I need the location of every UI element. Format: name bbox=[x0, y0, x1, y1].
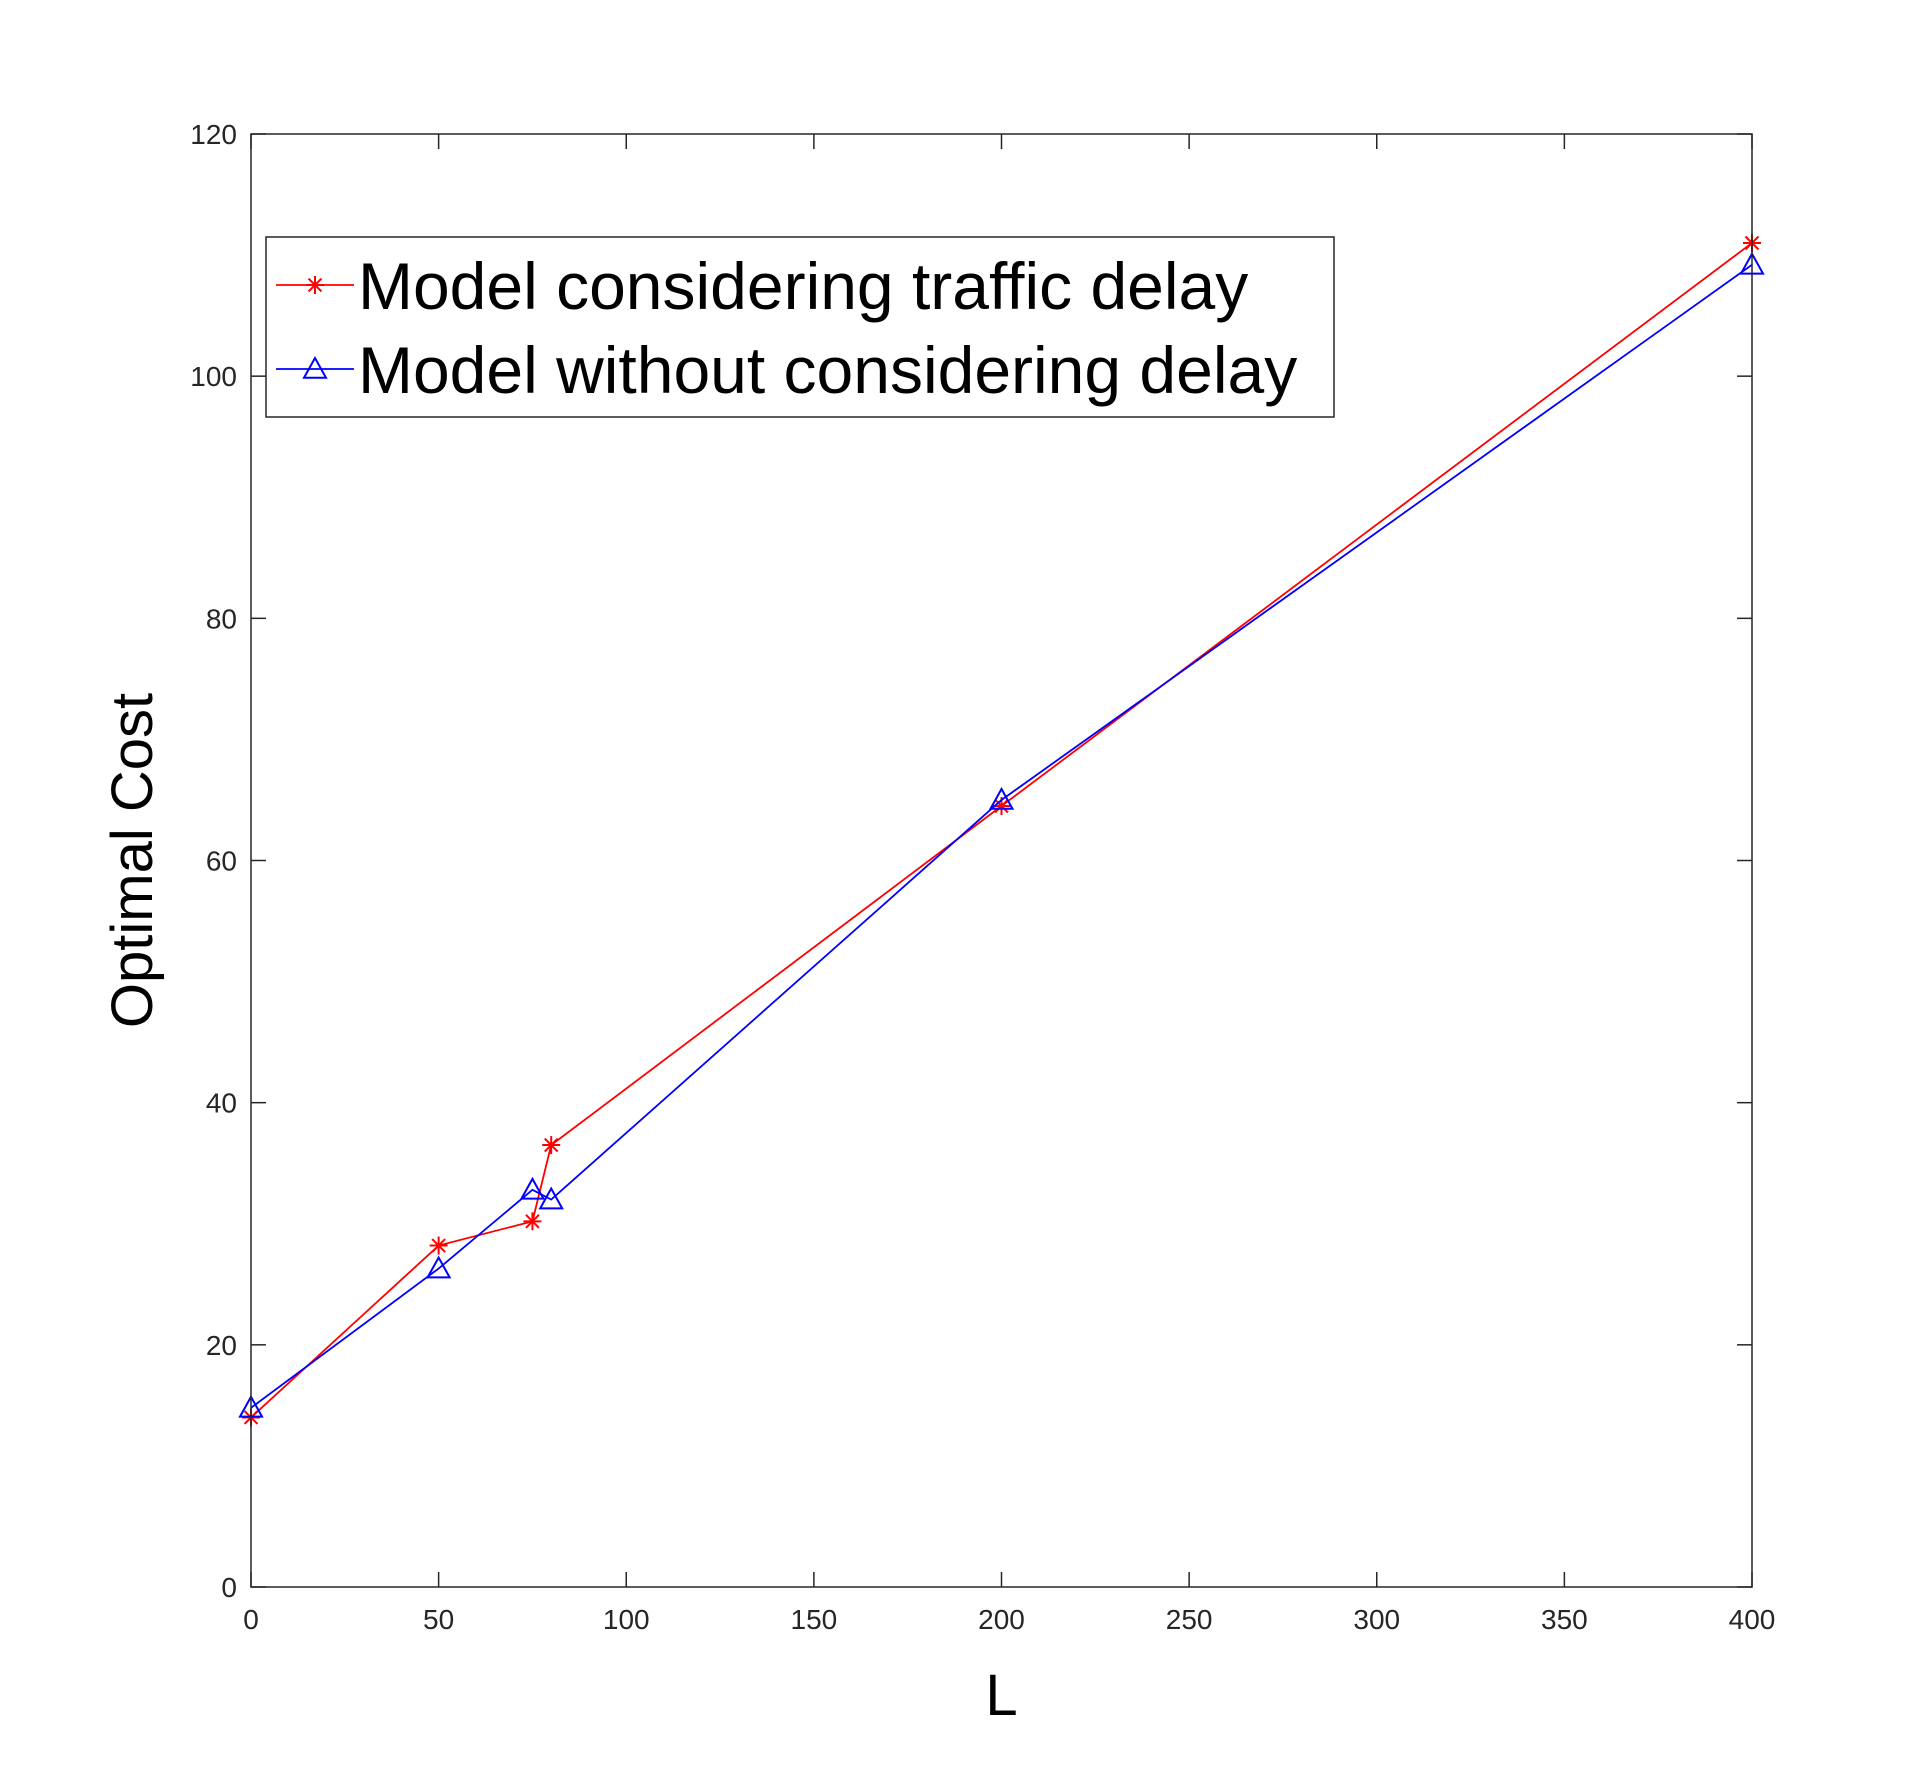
marker-stroke bbox=[525, 1214, 540, 1229]
data-point-asterisk bbox=[542, 1136, 561, 1155]
legend: Model considering traffic delay Model wi… bbox=[265, 236, 1335, 418]
marker-stroke bbox=[994, 798, 1009, 814]
data-point-triangle bbox=[538, 1186, 564, 1210]
x-tick-label: 400 bbox=[1729, 1604, 1776, 1635]
series-without-delay bbox=[238, 251, 1765, 1418]
y-tick-label: 20 bbox=[206, 1330, 237, 1361]
legend-box bbox=[265, 236, 1335, 418]
legend-entry-traffic-delay: Model considering traffic delay bbox=[276, 249, 1248, 323]
x-tick-label: 300 bbox=[1353, 1604, 1400, 1635]
y-tick-label: 40 bbox=[206, 1088, 237, 1119]
x-tick-label: 250 bbox=[1166, 1604, 1213, 1635]
data-point-asterisk bbox=[523, 1212, 542, 1231]
y-tick-label: 80 bbox=[206, 603, 237, 634]
data-point-asterisk bbox=[429, 1236, 448, 1255]
legend-label-without-delay: Model without considering delay bbox=[358, 333, 1297, 407]
data-point-triangle bbox=[988, 786, 1015, 810]
series-layer bbox=[238, 233, 1765, 1427]
legend-entry-without-delay: Model without considering delay bbox=[276, 333, 1297, 407]
series-line bbox=[250, 264, 1753, 1409]
legend-marker-triangle bbox=[302, 355, 328, 379]
y-tick-label: 0 bbox=[221, 1572, 237, 1603]
axis-tick-labels: 0 50 100 150 200 250 300 350 400 0 20 40 60 80 100 120 bbox=[190, 119, 1775, 1635]
y-axis-label: Optimal Cost bbox=[100, 693, 165, 1028]
marker-stroke bbox=[431, 1238, 446, 1253]
marker-stroke bbox=[307, 277, 323, 293]
axes-box bbox=[250, 133, 1753, 1588]
legend-label-traffic-delay: Model considering traffic delay bbox=[358, 249, 1248, 323]
legend-marker-shape bbox=[302, 355, 328, 379]
data-point-triangle bbox=[519, 1176, 546, 1200]
x-tick-label: 100 bbox=[603, 1604, 650, 1635]
series-traffic-delay bbox=[242, 233, 1761, 1427]
x-tick-label: 50 bbox=[423, 1604, 454, 1635]
series-line bbox=[250, 242, 1753, 1419]
y-tick-label: 120 bbox=[190, 119, 237, 150]
x-tick-label: 200 bbox=[978, 1604, 1025, 1635]
y-tick-label: 100 bbox=[190, 361, 237, 392]
data-point-triangle bbox=[425, 1255, 452, 1279]
x-tick-label: 150 bbox=[791, 1604, 838, 1635]
y-tick-label: 60 bbox=[206, 846, 237, 877]
legend-marker-shape bbox=[306, 276, 324, 294]
x-axis-label: L bbox=[985, 1663, 1017, 1728]
legend-marker-asterisk bbox=[306, 276, 324, 294]
marker-stroke bbox=[544, 1137, 559, 1153]
x-tick-label: 0 bbox=[243, 1604, 259, 1635]
x-tick-label: 350 bbox=[1541, 1604, 1588, 1635]
